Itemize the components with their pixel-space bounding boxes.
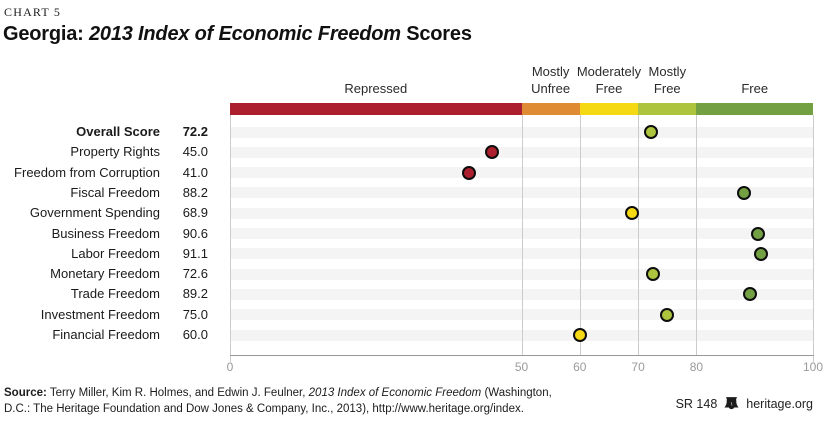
x-tick-label-50: 50 [514,360,529,374]
x-tick-label-80: 80 [689,360,704,374]
band-label-mostly-free: Mostly Free [648,64,687,96]
score-dot [660,307,675,322]
row-label: Labor Freedom [71,245,160,261]
rating-band-mostly-free [638,103,697,115]
x-axis-line [230,355,814,356]
band-label-moderately-free: Moderately Free [576,64,642,96]
liberty-bell-icon [724,397,739,411]
source-authors: Terry Miller, Kim R. Holmes, and Edwin J… [46,387,309,399]
row-label: Trade Freedom [70,286,160,302]
score-dot [737,185,752,200]
row-label: Business Freedom [51,225,160,241]
source-work-title: 2013 Index of Economic Freedom [308,387,482,399]
score-dot [754,246,769,261]
footer-brand-block: SR 148 heritage.org [676,397,813,411]
gridline-0 [230,115,231,362]
score-dot [743,287,757,302]
x-tick-label-0: 0 [226,360,234,374]
row-value: 72.2 [182,124,208,139]
title-italic: 2013 Index of Economic Freedom [89,23,401,45]
row-label: Freedom from Corruption [14,164,160,180]
rating-band-mostly-unfree [521,103,580,115]
chart-number-label: CHART 5 [4,5,62,19]
row-label: Financial Freedom [52,327,160,342]
row-label: Government Spending [29,205,160,221]
x-tick-label-60: 60 [573,360,587,374]
gridline-60 [579,115,581,355]
row-label: Investment Freedom [40,306,160,322]
score-dot [624,206,639,221]
title-suffix: Scores [400,23,472,45]
row-label: Fiscal Freedom [70,184,160,200]
row-label: Monetary Freedom [50,266,160,282]
row-value: 75.0 [182,306,208,322]
row-label: Overall Score [76,124,160,139]
score-dot [751,226,766,241]
score-dot [643,125,658,139]
gridline-70 [638,115,640,355]
rating-band-repressed [230,103,522,115]
score-dot [485,145,500,160]
row-value: 90.6 [182,225,208,241]
band-label-free: Free [741,81,769,96]
band-label-repressed: Repressed [344,81,408,96]
row-value: 45.0 [182,144,208,160]
row-value: 68.9 [182,205,208,221]
gridline-50 [521,115,523,355]
source-note: Source: Terry Miller, Kim R. Holmes, and… [4,386,578,417]
x-tick-label-70: 70 [631,360,645,374]
rating-band-moderately-free [579,103,639,115]
brand-text: heritage.org [746,397,813,411]
gridline-100 [813,115,814,362]
row-label: Property Rights [70,144,160,160]
gridline-80 [696,115,698,355]
page-title: Georgia: 2013 Index of Economic Freedom … [3,23,472,46]
row-value: 41.0 [182,164,208,180]
score-dot [646,267,661,282]
report-id: SR 148 [675,397,718,411]
rating-band-free [696,103,813,115]
x-tick-label-100: 100 [802,360,824,374]
row-value: 60.0 [182,327,208,342]
row-value: 72.6 [182,266,208,282]
row-value: 88.2 [182,184,208,200]
title-prefix: Georgia: [3,23,89,45]
row-value: 91.1 [182,245,208,261]
row-value: 89.2 [182,286,208,302]
score-dot [572,328,587,342]
score-dot [462,165,476,180]
source-rest: (Washington, D.C.: The Heritage Foundati… [4,387,552,415]
source-label: Source: [4,387,47,399]
band-label-mostly-unfree: Mostly Unfree [531,64,571,96]
